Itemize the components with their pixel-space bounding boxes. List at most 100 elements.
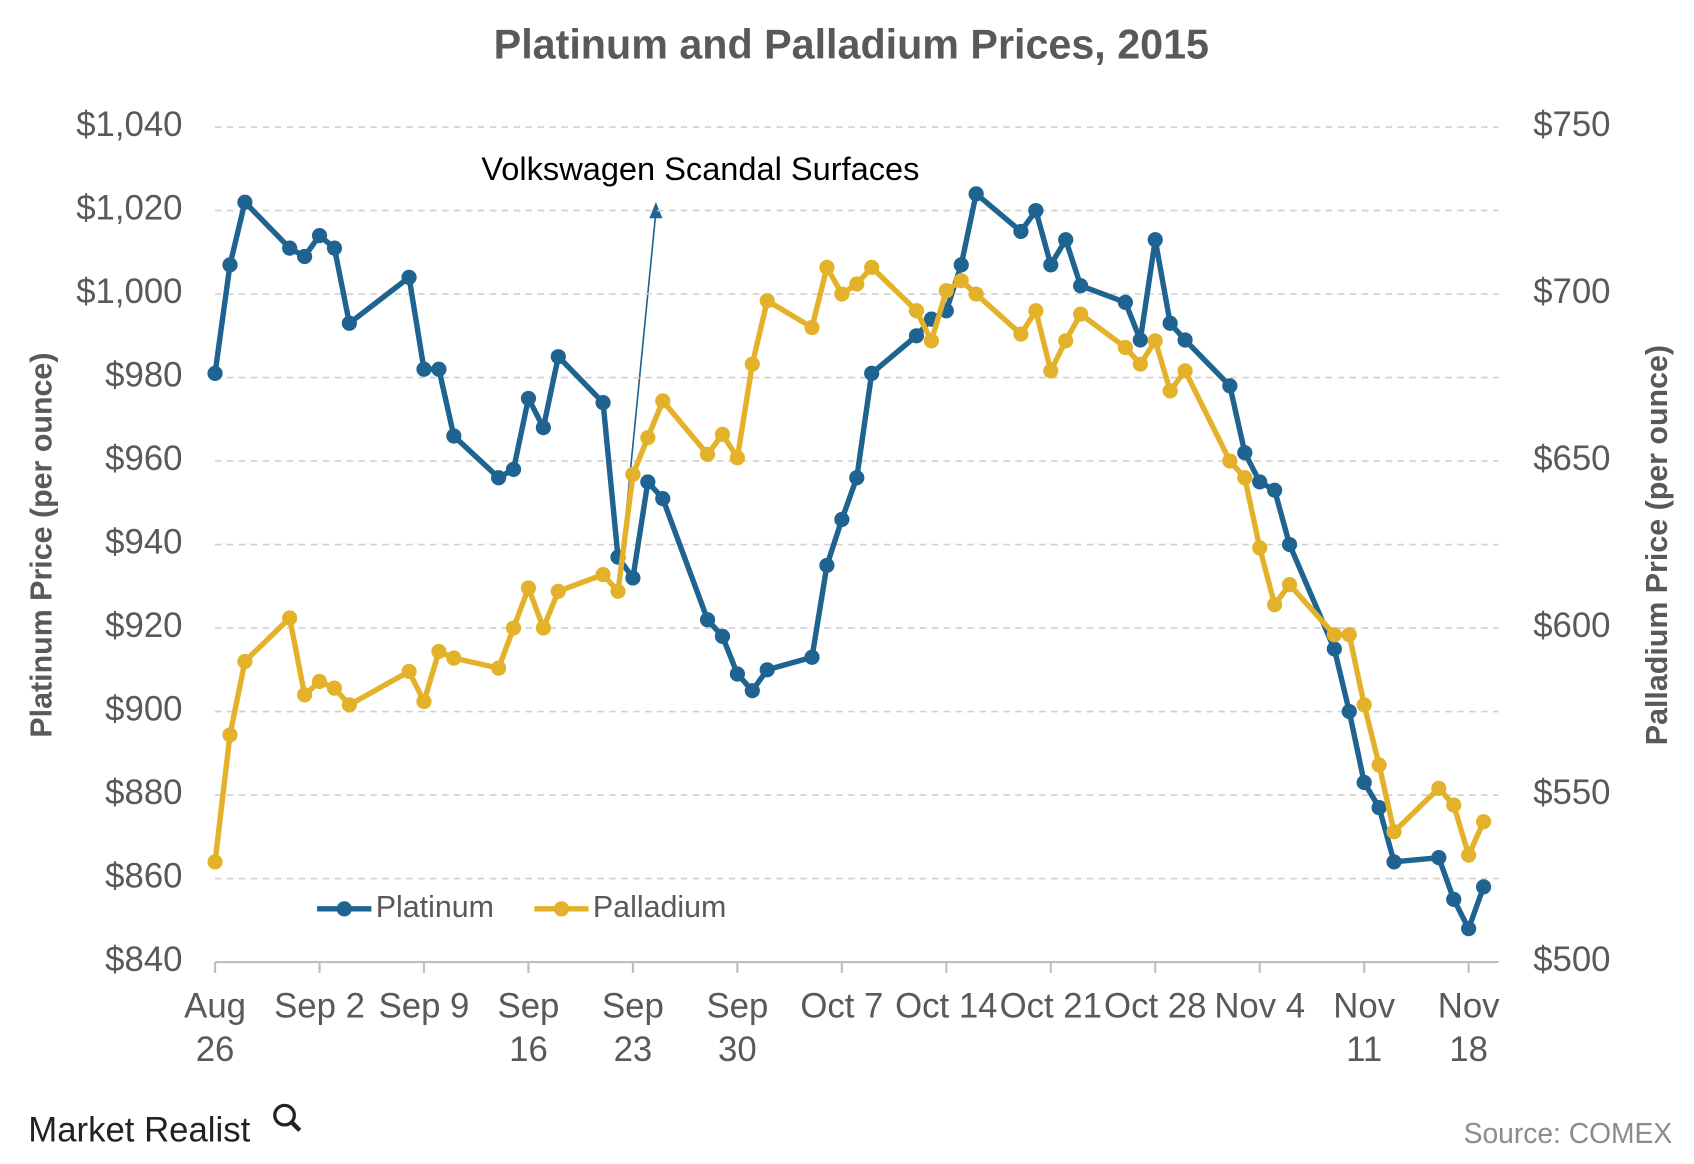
point [1267, 482, 1283, 498]
point [1147, 232, 1163, 248]
point [237, 653, 253, 670]
point [625, 466, 641, 483]
point [819, 259, 835, 275]
point [207, 365, 223, 381]
point [655, 491, 671, 507]
x-tick-label: Sep 30 [706, 985, 769, 1069]
x-tick-label-box: Nov 11 [1333, 985, 1396, 1069]
point [431, 361, 447, 377]
point [341, 697, 357, 713]
point [1028, 202, 1044, 219]
point [311, 673, 328, 690]
point [491, 660, 507, 676]
point [446, 428, 462, 444]
point [1461, 847, 1477, 863]
x-tick-label-box: Oct 21 [1000, 986, 1102, 1025]
point [296, 248, 313, 265]
point [505, 461, 522, 477]
x-tick-label: Oct 7 [800, 985, 884, 1026]
point [595, 566, 611, 583]
y-tick-label: $1,000 [76, 273, 182, 311]
x-tick-label-box: Sep 30 [706, 985, 769, 1069]
point [759, 662, 775, 678]
point [968, 186, 984, 202]
point [222, 257, 238, 273]
source: Source: COMEX [1464, 1117, 1673, 1149]
x-tick-label: Sep 16 [497, 985, 560, 1069]
point [655, 393, 671, 409]
x-tick-label-box: Sep 9 [379, 986, 470, 1025]
point [282, 610, 298, 626]
brand: Market Realist [28, 1112, 250, 1150]
point [744, 683, 760, 699]
point [804, 319, 820, 336]
y-tick-label: $1,040 [76, 106, 182, 144]
point [1386, 854, 1402, 870]
point [1132, 332, 1148, 348]
x-tick-label-box: Sep 2 [274, 986, 365, 1025]
point [1222, 378, 1238, 394]
point [416, 361, 432, 377]
point [1177, 363, 1193, 379]
x-tick-label: Nov 4 [1214, 985, 1306, 1026]
point [1147, 333, 1163, 349]
point [714, 426, 731, 442]
legend-marker [336, 901, 352, 917]
point [341, 315, 357, 331]
point [282, 240, 298, 256]
x-tick-label: Nov 11 [1333, 985, 1396, 1069]
point [819, 557, 835, 574]
y2-axis-title: Palladium Price (per ounce) [1640, 345, 1674, 745]
brand-icon [273, 1103, 296, 1127]
point [1326, 627, 1342, 643]
point [1013, 223, 1029, 240]
point [535, 420, 551, 436]
point [1461, 921, 1477, 937]
point [938, 283, 954, 299]
point [1371, 799, 1387, 816]
x-tick-label: Oct 14 [895, 985, 998, 1026]
point [1431, 850, 1447, 866]
point [237, 194, 253, 210]
point [1371, 757, 1387, 773]
line [212, 191, 1487, 932]
point [1073, 306, 1089, 322]
point [864, 259, 880, 275]
point [699, 612, 716, 628]
y-tick-label: $840 [105, 941, 182, 979]
point [714, 628, 731, 644]
point [1058, 333, 1074, 349]
point [446, 650, 462, 666]
x-tick-label-box: Oct 14 [895, 985, 998, 1026]
y-tick-label: $920 [105, 607, 182, 645]
point [1475, 814, 1492, 830]
point [1446, 891, 1462, 908]
legend-label: Palladium [593, 890, 726, 924]
point [326, 680, 343, 696]
point [1252, 474, 1268, 490]
x-tick-label-box: Oct 28 [1104, 986, 1206, 1025]
point [520, 390, 537, 407]
point [1326, 641, 1342, 657]
point [640, 430, 656, 446]
point [401, 663, 417, 680]
x-tick-label-box: Aug 26 [184, 986, 246, 1069]
point [968, 286, 984, 302]
point [864, 365, 880, 381]
point [699, 446, 716, 462]
brand-icon [289, 1120, 302, 1132]
y-tick-label: $940 [105, 524, 182, 562]
point [1237, 445, 1253, 461]
point [849, 276, 865, 292]
point [1341, 627, 1357, 643]
y-tick-label: $1,020 [76, 190, 182, 228]
point [908, 303, 925, 319]
point [1162, 315, 1178, 331]
point [1043, 257, 1059, 273]
point [804, 649, 820, 665]
point [1073, 278, 1089, 294]
y-tick-label: $960 [105, 440, 182, 478]
point [207, 854, 223, 870]
line [212, 264, 1487, 863]
